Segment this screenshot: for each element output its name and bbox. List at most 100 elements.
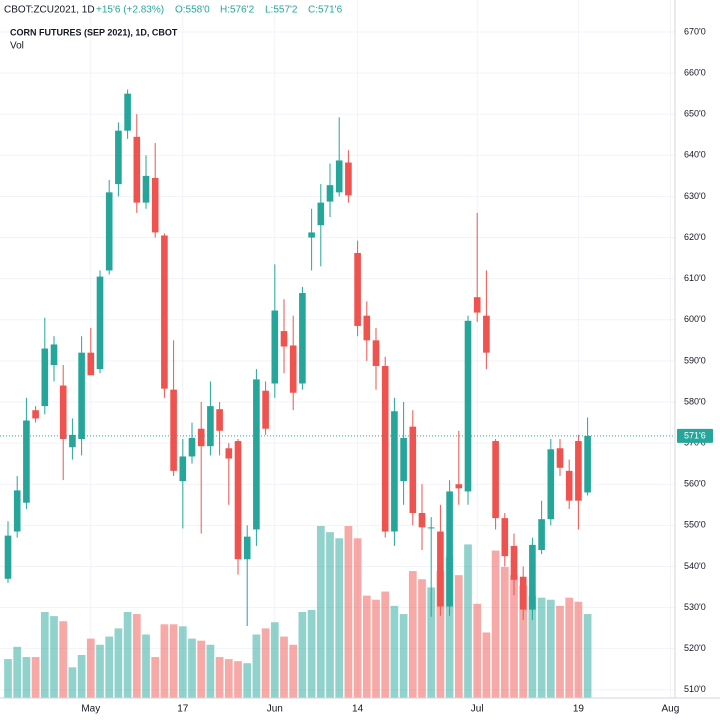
y-tick-label: 650'0 bbox=[684, 109, 706, 119]
x-tick-label: May bbox=[81, 704, 100, 715]
candle-body bbox=[78, 352, 85, 439]
volume-bar bbox=[40, 612, 49, 698]
candle-body bbox=[133, 136, 141, 203]
grid bbox=[0, 0, 675, 698]
volume-bar bbox=[556, 605, 564, 698]
candle-body bbox=[565, 470, 573, 501]
y-tick-label: 580'0 bbox=[684, 396, 706, 406]
volume-bar bbox=[574, 601, 583, 698]
candle-body bbox=[13, 490, 21, 532]
y-tick-label: 540'0 bbox=[684, 561, 706, 571]
candle-body bbox=[105, 192, 113, 271]
x-tick-label: 17 bbox=[177, 704, 189, 715]
candle-body bbox=[317, 202, 325, 226]
y-tick-label: 640'0 bbox=[684, 150, 706, 160]
last-price-box bbox=[677, 428, 713, 443]
candle-body bbox=[326, 185, 334, 202]
volume-label: Vol bbox=[10, 41, 24, 52]
volume-bar bbox=[132, 614, 141, 698]
volume-bar bbox=[68, 667, 77, 698]
candle-body bbox=[87, 352, 95, 376]
candle-body bbox=[23, 420, 30, 503]
volume-bar bbox=[362, 595, 371, 698]
y-tick-label: 560'0 bbox=[684, 479, 706, 489]
candle-body bbox=[225, 448, 233, 459]
volume-bar bbox=[160, 624, 169, 698]
candle-body bbox=[446, 491, 453, 607]
volume-bar bbox=[583, 614, 592, 698]
volume-bar bbox=[546, 599, 555, 698]
volume-bar bbox=[270, 622, 279, 698]
candle-body bbox=[418, 513, 426, 528]
volume-bar bbox=[215, 657, 224, 698]
y-tick-label: 530'0 bbox=[684, 602, 706, 612]
volume-bar bbox=[13, 646, 22, 698]
volume-bar bbox=[261, 628, 270, 698]
volume-bar bbox=[289, 644, 298, 698]
chart-title: CORN FUTURES (SEP 2021), 1D, CBOT bbox=[10, 27, 178, 37]
candle-body bbox=[69, 434, 76, 448]
volume-bar bbox=[491, 550, 500, 698]
candle-body bbox=[519, 576, 527, 610]
volume-bar bbox=[50, 616, 58, 698]
candle-body bbox=[197, 428, 205, 447]
candle-body bbox=[271, 310, 279, 384]
candle-body bbox=[142, 175, 150, 203]
candle-body bbox=[59, 385, 67, 439]
candle-body bbox=[188, 437, 196, 457]
volume-bar bbox=[565, 597, 574, 698]
candle-body bbox=[538, 519, 545, 550]
volume-bar bbox=[31, 657, 40, 698]
high: H:576'2 bbox=[220, 5, 255, 16]
volume-bar bbox=[335, 538, 344, 698]
low: L:557'2 bbox=[265, 5, 298, 16]
candle-body bbox=[207, 406, 214, 447]
candle-body bbox=[308, 232, 315, 238]
open: O:558'0 bbox=[175, 5, 210, 16]
volume-bar bbox=[188, 638, 196, 698]
volume-bar bbox=[59, 621, 68, 698]
volume-bar bbox=[169, 624, 178, 698]
candle-body bbox=[124, 93, 131, 131]
close: C:571'6 bbox=[308, 5, 343, 16]
candle-body bbox=[243, 536, 251, 560]
volume-bar bbox=[510, 575, 518, 698]
volume-bar bbox=[178, 626, 187, 698]
volume-bar bbox=[298, 612, 307, 698]
volume-bar bbox=[114, 628, 123, 698]
candle-body bbox=[501, 518, 509, 557]
y-tick-label: 630'0 bbox=[684, 191, 706, 201]
volume-bar bbox=[151, 657, 160, 698]
volume-bar bbox=[123, 612, 132, 698]
volume-bar bbox=[77, 655, 86, 698]
candle-body bbox=[335, 160, 343, 193]
candle-body bbox=[455, 484, 463, 489]
candle-body bbox=[575, 441, 582, 501]
volume-bar bbox=[280, 636, 288, 698]
candle-body bbox=[50, 344, 58, 365]
symbol: CBOT:ZCU2021, 1D bbox=[4, 5, 95, 16]
x-tick-label: Aug bbox=[662, 704, 680, 715]
candle-body bbox=[427, 527, 435, 529]
price-pane bbox=[0, 89, 675, 627]
candle-body bbox=[299, 293, 306, 384]
volume-pane bbox=[4, 526, 592, 698]
volume-bar bbox=[22, 657, 31, 698]
candle-body bbox=[437, 531, 444, 607]
candle-body bbox=[381, 366, 389, 532]
candle-body bbox=[473, 297, 481, 313]
candle-body bbox=[151, 177, 159, 233]
y-tick-label: 510'0 bbox=[684, 684, 706, 694]
y-tick-label: 660'0 bbox=[684, 67, 706, 77]
volume-bar bbox=[197, 640, 206, 698]
volume-bar bbox=[445, 556, 454, 698]
candle-body bbox=[32, 410, 39, 419]
volume-bar bbox=[4, 659, 12, 698]
candle-body bbox=[529, 544, 536, 610]
candle-body bbox=[280, 331, 288, 347]
candle-body bbox=[510, 545, 518, 580]
volume-bar bbox=[96, 644, 104, 698]
volume-bar bbox=[473, 603, 482, 698]
candle-body bbox=[556, 448, 564, 468]
